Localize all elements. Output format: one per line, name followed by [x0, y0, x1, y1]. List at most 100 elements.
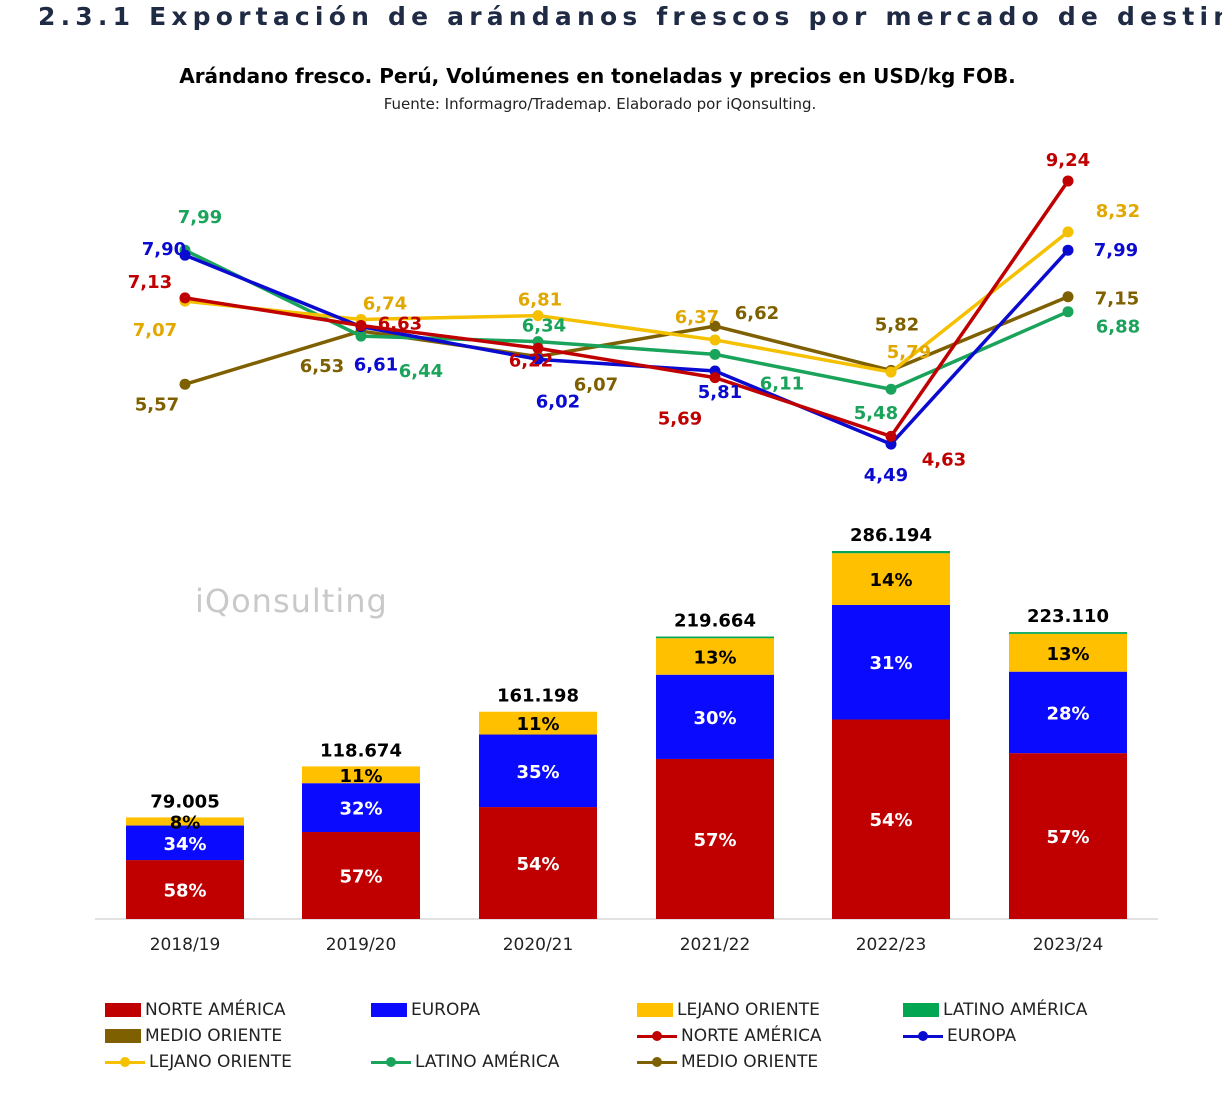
price-data-label: 5,82 — [875, 314, 919, 335]
bar-data-label: 8% — [170, 812, 201, 833]
bar-segment-latino-america — [832, 551, 950, 554]
price-point-europa — [532, 353, 544, 365]
price-line-europa — [184, 249, 1070, 446]
legend-label: MEDIO ORIENTE — [145, 1026, 283, 1046]
legend-swatch — [637, 1003, 673, 1017]
section-heading: 2.3.1 Exportación de arándanos frescos p… — [38, 2, 1222, 31]
legend-label: EUROPA — [947, 1026, 1017, 1046]
price-point-norte-america — [885, 430, 897, 442]
bar-segment-lejano-oriente — [656, 638, 774, 675]
price-line-medio-oriente — [184, 295, 1069, 386]
chart-title: Arándano fresco. Perú, Volúmenes en tone… — [179, 64, 1016, 88]
bar-data-label: 35% — [516, 762, 559, 783]
price-data-label: 6,02 — [536, 391, 580, 412]
bar-segment-lejano-oriente — [479, 711, 597, 735]
bar-total-label: 79.005 — [150, 791, 219, 812]
legend-swatch — [105, 1055, 145, 1069]
bar-segment-europa — [832, 604, 950, 720]
bar-segment-europa — [126, 825, 244, 861]
price-point-medio-oriente — [1062, 291, 1074, 303]
watermark-logo: iQonsulting — [195, 582, 388, 620]
bar-data-label: 54% — [869, 810, 912, 831]
price-data-label: 6,63 — [378, 314, 422, 335]
price-data-label: 9,24 — [1046, 150, 1090, 171]
bar-segment-lejano-oriente — [302, 766, 420, 784]
legend-item-line-lejano-oriente: LEJANO ORIENTE — [105, 1052, 292, 1072]
legend-swatch — [371, 1055, 411, 1069]
price-point-norte-america — [709, 372, 721, 384]
bar-segment-europa — [656, 674, 774, 759]
price-data-label: 7,90 — [142, 239, 186, 260]
x-tick-label: 2021/22 — [680, 935, 751, 955]
bar-segment-lejano-oriente — [1009, 633, 1127, 672]
legend-item-line-medio-oriente: MEDIO ORIENTE — [637, 1052, 818, 1072]
price-data-label: 5,48 — [854, 403, 898, 424]
chart-subtitle: Fuente: Informagro/Trademap. Elaborado p… — [383, 95, 817, 113]
price-data-label: 7,13 — [128, 272, 172, 293]
bar-data-label: 28% — [1046, 703, 1089, 724]
price-point-lejano-oriente — [532, 310, 544, 322]
bar-data-label: 14% — [869, 570, 912, 591]
price-data-label: 6,07 — [574, 375, 618, 396]
bar-data-label: 13% — [1046, 644, 1089, 665]
bar-data-label: 34% — [163, 834, 206, 855]
price-point-latino-america — [709, 348, 721, 360]
bar-data-label: 11% — [339, 766, 382, 787]
bar-segment-norte-america — [479, 807, 597, 919]
legend-item-line-latino-america: LATINO AMÉRICA — [371, 1052, 559, 1072]
price-point-norte-america — [532, 342, 544, 354]
bar-total-label: 219.664 — [674, 611, 756, 632]
bar-segment-europa — [302, 783, 420, 833]
price-point-norte-america — [355, 320, 367, 332]
price-point-norte-america — [179, 292, 191, 304]
price-data-label: 6,62 — [735, 303, 779, 324]
bar-data-label: 31% — [869, 653, 912, 674]
price-point-lejano-oriente — [709, 334, 721, 346]
bar-data-label: 32% — [339, 799, 382, 820]
bar-total-label: 161.198 — [497, 686, 579, 707]
price-data-label: 7,07 — [133, 320, 177, 341]
legend-swatch — [637, 1029, 677, 1043]
price-data-label: 6,61 — [354, 355, 398, 376]
price-point-latino-america — [355, 330, 367, 342]
price-data-label: 5,69 — [658, 409, 702, 430]
price-point-europa — [179, 249, 191, 261]
price-point-medio-oriente — [179, 378, 191, 390]
price-point-lejano-oriente — [885, 366, 897, 378]
legend-label: EUROPA — [411, 1000, 481, 1020]
x-tick-label: 2022/23 — [856, 935, 927, 955]
legend-swatch — [105, 1003, 141, 1017]
bar-total-label: 286.194 — [850, 525, 932, 546]
price-point-medio-oriente — [709, 320, 721, 332]
bar-segment-norte-america — [126, 860, 244, 919]
price-point-norte-america — [1062, 175, 1074, 187]
bar-data-label: 30% — [693, 708, 736, 729]
bar-data-label: 13% — [693, 647, 736, 668]
bar-data-label: 54% — [516, 854, 559, 875]
price-data-label: 7,99 — [1094, 240, 1138, 261]
legend-item-bar-medio-oriente: MEDIO ORIENTE — [105, 1026, 282, 1046]
legend-item-line-norte-america: NORTE AMÉRICA — [637, 1026, 822, 1046]
price-point-europa — [1062, 244, 1074, 256]
legend-label: MEDIO ORIENTE — [681, 1052, 819, 1072]
bar-segment-norte-america — [302, 832, 420, 919]
legend-swatch — [105, 1029, 141, 1043]
price-point-latino-america — [885, 383, 897, 395]
combo-chart: 2018/19 2019/20 2020/21 2021/22 2022/23 2023/… — [95, 150, 1158, 955]
price-data-label: 6,44 — [399, 361, 443, 382]
bar-segment-latino-america — [1009, 632, 1127, 634]
price-point-latino-america — [1062, 306, 1074, 318]
bar-data-label: 57% — [1046, 827, 1089, 848]
legend-swatch — [637, 1055, 677, 1069]
price-point-lejano-oriente — [1062, 226, 1074, 238]
legend-item-line-europa: EUROPA — [903, 1026, 1016, 1046]
price-data-label: 6,53 — [300, 356, 344, 377]
legend-label: LEJANO ORIENTE — [677, 1000, 820, 1020]
price-data-label: 5,79 — [887, 342, 931, 363]
price-data-label: 6,34 — [522, 316, 566, 337]
legend-swatch — [371, 1003, 407, 1017]
bar-segment-latino-america — [656, 636, 774, 639]
bar-segment-lejano-oriente — [126, 817, 244, 826]
bar-total-label: 118.674 — [320, 740, 402, 761]
bar-data-label: 57% — [339, 867, 382, 888]
